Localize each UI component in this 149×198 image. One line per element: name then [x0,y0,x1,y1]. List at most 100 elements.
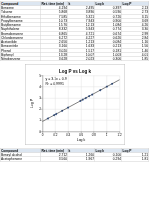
html-text:0.181: 0.181 [112,48,121,52]
html-text:1.517: 1.517 [85,48,94,52]
html-text:0.590: 0.590 [112,10,121,14]
html-text:0.100: 0.100 [112,152,121,157]
html-text:1.003: 1.003 [112,52,121,56]
svg-text:0.2: 0.2 [53,133,58,137]
html-text:0.626: 0.626 [112,35,121,39]
svg-text:4: 4 [39,85,41,89]
html-text:Log k: Log k [95,148,105,152]
html-text:3.890: 3.890 [85,10,94,14]
html-text:5.321: 5.321 [85,14,94,18]
html-text:15.76: 15.76 [58,22,67,27]
html-text:13.28: 13.28 [58,52,67,56]
html-text:Phenol: Phenol [1,48,12,52]
html-text:4.194: 4.194 [58,5,67,10]
html-text:2.712: 2.712 [58,152,67,157]
html-text:8.332: 8.332 [58,27,67,31]
html-text:1.16: 1.16 [141,39,148,44]
html-text:3.560: 3.560 [58,157,67,161]
html-text:4.01: 4.01 [141,52,148,56]
svg-text:0: 0 [39,130,41,134]
html-text:2.023: 2.023 [85,56,94,61]
html-text:5.943: 5.943 [85,27,94,31]
html-text:2.73: 2.73 [141,10,148,14]
html-text:4.721: 4.721 [85,31,94,35]
html-text:2.495: 2.495 [85,5,94,10]
html-text:0.294: 0.294 [112,157,121,161]
html-text:Log P: Log P [122,1,132,5]
html-text:10.07: 10.07 [85,52,94,56]
svg-text:0: 0 [42,133,44,137]
html-text:Log P: Log P [122,148,132,152]
html-text:Toluene: Toluene [1,10,13,14]
html-text:0.213: 0.213 [112,44,121,48]
html-text:1.633: 1.633 [85,44,94,48]
html-text:Bromobenzene: Bromobenzene [1,31,23,35]
html-text:1.084: 1.084 [112,22,121,27]
svg-text:1: 1 [106,133,108,137]
html-text:1.21: 1.21 [141,152,148,157]
html-text:1.56: 1.56 [141,44,148,48]
svg-text:Log P: Log P [30,98,34,108]
svg-text:Log k: Log k [77,138,86,142]
html-text:Log k: Log k [95,1,105,5]
html-text:3.020: 3.020 [58,48,67,52]
html-text:Butylbenzene: Butylbenzene [1,22,21,27]
html-text:6.272: 6.272 [58,35,67,39]
html-text:3.69: 3.69 [141,18,148,22]
html-text:7.943: 7.943 [85,18,94,22]
html-text:3.15: 3.15 [141,14,148,18]
html-text:Ret. time (min): Ret. time (min) [41,148,65,152]
html-text:Nitrobenzene: Nitrobenzene [1,56,21,61]
html-text:2.13: 2.13 [141,5,148,10]
html-text:Acetophenone: Acetophenone [1,157,22,161]
html-text:2.99: 2.99 [141,31,148,35]
html-text:3.30: 3.30 [141,27,148,31]
svg-text:5: 5 [39,74,41,78]
html-text:Biphenyl: Biphenyl [1,52,14,56]
html-text:6.865: 6.865 [58,31,67,35]
html-text:Compound: Compound [1,148,19,152]
html-text:Ret. time (min): Ret. time (min) [41,1,65,5]
html-text:0.084: 0.084 [112,39,121,44]
svg-text:1.2: 1.2 [117,133,122,137]
svg-text:2: 2 [39,107,41,111]
html-text:Acetanilide: Acetanilide [1,39,17,44]
html-text:5.868: 5.868 [58,10,67,14]
html-text:4.227: 4.227 [85,35,94,39]
html-text:Naphthalene: Naphthalene [1,27,20,31]
svg-text:Log P vs Log k: Log P vs Log k [59,69,91,74]
svg-text:R² = 0.9991: R² = 0.9991 [46,82,64,86]
svg-text:3: 3 [39,96,41,100]
html-text:0.674: 0.674 [112,31,121,35]
html-text:1.213: 1.213 [85,39,94,44]
html-text:0.726: 0.726 [112,14,121,18]
html-text:Chlorobenzene: Chlorobenzene [1,35,23,39]
html-text:4.26: 4.26 [141,22,148,27]
svg-text:0.4: 0.4 [66,133,71,137]
html-text:1.85: 1.85 [141,56,148,61]
html-text:0.306: 0.306 [112,56,121,61]
html-text:2.656: 2.656 [58,39,67,44]
html-text:3.160: 3.160 [58,44,67,48]
html-text:Compound: Compound [1,1,19,5]
svg-text:0.8: 0.8 [92,133,97,137]
svg-text:0.6: 0.6 [79,133,84,137]
html-text:7.585: 7.585 [58,14,67,18]
html-text:1.260: 1.260 [85,152,94,157]
html-text:3.628: 3.628 [58,56,67,61]
html-text:0.397: 0.397 [112,5,121,10]
html-text:Benzonitrile: Benzonitrile [1,44,18,48]
svg-text:y = 3.1x + 0.9: y = 3.1x + 0.9 [46,77,67,81]
html-text:10.73: 10.73 [58,18,67,22]
html-text:Ethylbenzene: Ethylbenzene [1,14,21,18]
html-text:1.46: 1.46 [141,48,148,52]
html-text:Benzene: Benzene [1,5,14,10]
html-text:Benzyl alcohol: Benzyl alcohol [1,152,22,157]
html-text:12.13: 12.13 [85,22,94,27]
html-text:1.967: 1.967 [85,157,94,161]
svg-text:1: 1 [39,118,41,122]
html-text:Propylbenzene: Propylbenzene [1,18,23,22]
html-text:2.84: 2.84 [141,35,148,39]
html-text:0.900: 0.900 [112,18,121,22]
html-text:0.774: 0.774 [112,27,121,31]
